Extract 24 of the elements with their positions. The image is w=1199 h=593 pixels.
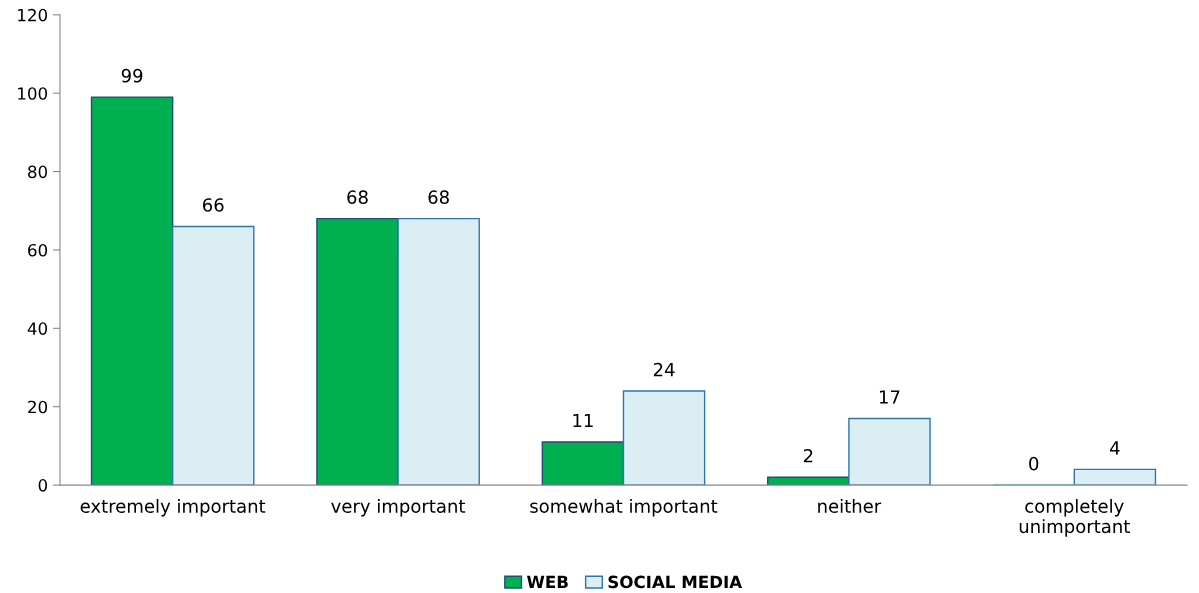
x-tick-label: extremely important — [80, 498, 266, 517]
data-label: 68 — [428, 190, 449, 204]
x-tick-label: somewhat important — [530, 498, 718, 517]
y-tick-label: 0 — [38, 479, 48, 492]
x-tick-label: completely unimportant — [1019, 498, 1130, 537]
data-label: 2 — [803, 448, 813, 463]
legend-label: SOCIAL MEDIA — [608, 575, 743, 589]
data-label: 99 — [121, 68, 143, 83]
y-tick-label: 80 — [28, 165, 48, 179]
y-tick-label: 20 — [28, 400, 48, 414]
data-label: 24 — [653, 362, 675, 377]
y-tick-label: 100 — [18, 87, 48, 100]
y-tick-label: 40 — [27, 322, 48, 335]
data-label: 68 — [347, 190, 368, 204]
data-label: 11 — [573, 413, 593, 428]
legend-label: WEB — [526, 575, 568, 588]
x-tick-label: neither — [818, 498, 882, 513]
x-tick-label: very important — [331, 498, 466, 517]
data-label: 66 — [203, 198, 224, 212]
y-tick-label: 120 — [18, 8, 48, 22]
y-tick-label: 60 — [28, 243, 48, 257]
data-label: 0 — [1029, 456, 1039, 471]
data-label: 17 — [879, 390, 900, 404]
data-label: 4 — [1110, 441, 1120, 455]
